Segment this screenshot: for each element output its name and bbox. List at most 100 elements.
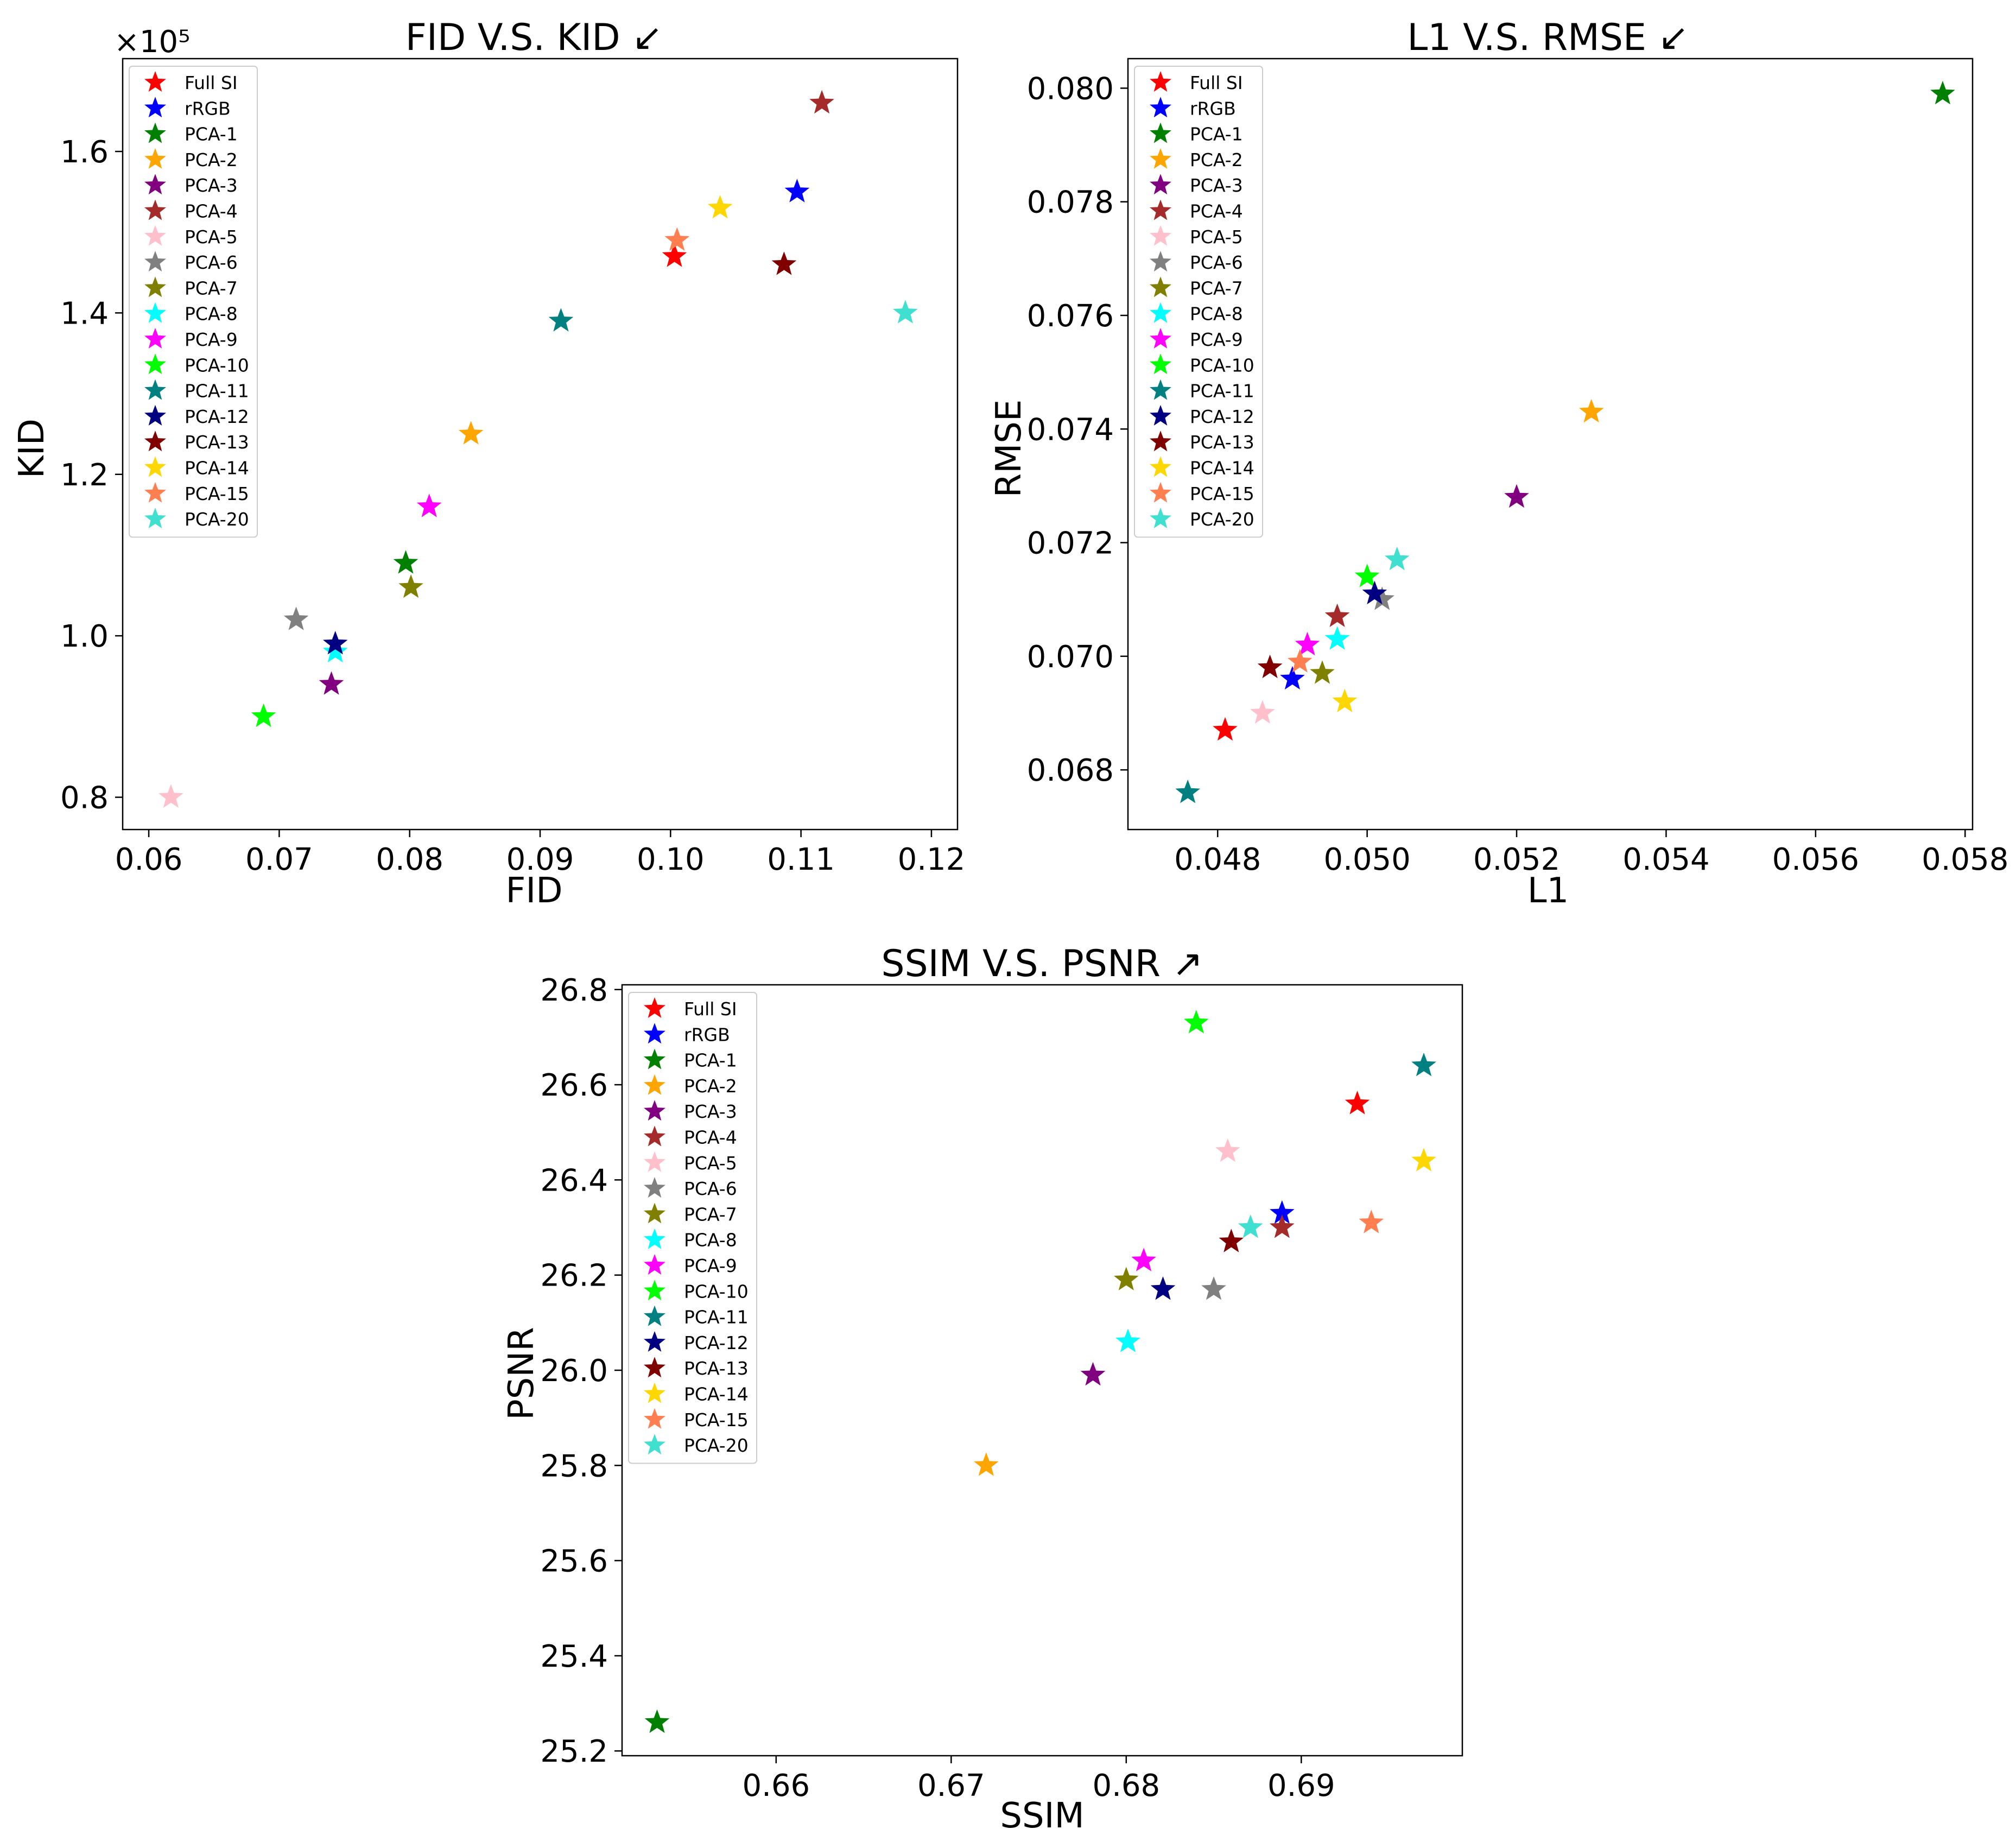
legend-marker	[144, 328, 166, 349]
x-tick-label: 0.056	[1772, 842, 1859, 877]
y-tick-label: 0.070	[1027, 640, 1114, 675]
y-axis-label: PSNR	[502, 1327, 542, 1420]
data-point-pca-4	[1270, 1214, 1295, 1238]
data-point-pca-6	[283, 606, 309, 630]
data-point-pca-6	[1201, 1276, 1226, 1300]
data-point-pca-7	[1310, 660, 1335, 684]
legend-marker	[644, 1357, 665, 1378]
legend-label: PCA-9	[185, 329, 238, 350]
legend-marker	[1150, 302, 1171, 323]
data-point-pca-11	[1411, 1053, 1436, 1077]
y-tick-label: 0.078	[1027, 185, 1114, 220]
legend-label: Full SI	[1190, 72, 1243, 93]
y-tick-label: 26.8	[540, 973, 608, 1008]
legend-label: PCA-7	[1190, 277, 1243, 299]
legend-label: Full SI	[185, 72, 238, 93]
x-tick-label: 0.08	[376, 842, 443, 877]
data-point-pca-8	[1324, 626, 1350, 650]
legend-marker	[144, 122, 166, 143]
legend-label: PCA-8	[185, 303, 238, 325]
legend-marker	[644, 997, 665, 1018]
data-point-pca-13	[1257, 654, 1283, 679]
legend-label: PCA-20	[684, 1435, 749, 1456]
data-point-pca-6	[1370, 586, 1394, 610]
legend-marker	[644, 1023, 665, 1044]
legend-label: PCA-8	[684, 1230, 737, 1251]
data-point-pca-1	[393, 550, 419, 574]
data-point-pca-7	[1114, 1267, 1139, 1290]
legend-label: PCA-2	[185, 149, 238, 170]
legend-label: PCA-13	[185, 432, 249, 453]
data-point-pca-1	[1930, 80, 1955, 105]
data-point-pca-10	[1184, 1010, 1209, 1034]
data-point-pca-4	[809, 90, 834, 114]
data-point-pca-12	[322, 631, 348, 655]
data-point-rrgb	[784, 179, 810, 202]
x-axis-label: L1	[1527, 871, 1569, 911]
data-point-pca-5	[1215, 1138, 1240, 1162]
y-tick-label: 25.6	[540, 1544, 608, 1579]
data-point-pca-8	[322, 638, 348, 663]
legend-marker	[644, 1151, 665, 1172]
data-point-pca-3	[319, 671, 344, 695]
data-point-pca-14	[1411, 1148, 1436, 1172]
legend-marker	[1150, 482, 1171, 503]
legend-label: PCA-7	[185, 277, 238, 299]
data-point-pca-20	[893, 300, 918, 324]
legend-marker	[644, 1228, 665, 1249]
data-point-pca-12	[1362, 580, 1387, 605]
legend-marker	[1150, 328, 1171, 349]
x-axis-label: SSIM	[1000, 1796, 1084, 1836]
legend-label: PCA-6	[185, 252, 238, 273]
legend-label: PCA-3	[1190, 175, 1243, 196]
data-point-pca-13	[1219, 1229, 1244, 1252]
legend-marker	[644, 1331, 665, 1352]
legend-marker	[644, 1408, 665, 1429]
legend-marker	[1150, 379, 1171, 400]
legend-marker	[644, 1125, 665, 1147]
x-tick-label: 0.69	[1267, 1768, 1335, 1803]
chart-fid-vs-kid: FID V.S. KID ↙ ×10⁵ FID KID 0.06 0.07 0.08…	[12, 16, 965, 911]
legend-label: PCA-10	[1190, 355, 1254, 376]
legend-label: PCA-15	[1190, 483, 1254, 504]
chart-title: L1 V.S. RMSE ↙	[1407, 16, 1689, 59]
data-point-pca-15	[1287, 649, 1313, 673]
legend-label: PCA-10	[185, 355, 249, 376]
y-tick-label: 0.072	[1027, 526, 1114, 561]
data-point-pca-15	[664, 227, 690, 251]
legend-label: PCA-2	[684, 1075, 737, 1097]
legend-marker	[644, 1280, 665, 1301]
legend-marker	[1150, 456, 1171, 477]
legend-marker	[1150, 508, 1171, 529]
data-point-pca-2	[1578, 398, 1604, 423]
legend-label: PCA-5	[1190, 226, 1243, 248]
x-tick-label: 0.048	[1174, 842, 1261, 877]
legend-label: PCA-12	[185, 406, 249, 427]
data-point-pca-3	[1504, 484, 1529, 508]
legend-label: PCA-1	[1190, 124, 1243, 145]
legend-marker	[144, 97, 166, 118]
y-tick-label: 26.0	[540, 1353, 608, 1389]
y-axis-label: RMSE	[989, 400, 1029, 498]
data-point-pca-5	[159, 784, 183, 808]
y-tick-label: 1.6	[60, 135, 109, 170]
legend-label: PCA-10	[684, 1281, 749, 1302]
legend-marker	[644, 1434, 665, 1455]
legend-marker	[144, 431, 166, 452]
data-point-pca-11	[548, 308, 574, 332]
legend-label: PCA-4	[1190, 201, 1243, 222]
data-point-pca-15	[1359, 1210, 1384, 1233]
data-point-pca-9	[1131, 1248, 1156, 1271]
x-tick-label: 0.68	[1092, 1768, 1160, 1803]
data-point-pca-13	[771, 251, 797, 275]
legend-marker	[1150, 71, 1171, 92]
legend-marker	[1150, 276, 1171, 298]
legend-label: PCA-9	[1190, 329, 1243, 350]
legend-label: PCA-11	[185, 381, 249, 402]
legend-label: PCA-8	[1190, 303, 1243, 325]
legend-marker	[1150, 199, 1171, 220]
legend-marker	[144, 482, 166, 503]
legend-label: PCA-2	[1190, 149, 1243, 170]
legend-label: rRGB	[185, 98, 231, 119]
y-tick-label: 0.074	[1027, 412, 1114, 447]
